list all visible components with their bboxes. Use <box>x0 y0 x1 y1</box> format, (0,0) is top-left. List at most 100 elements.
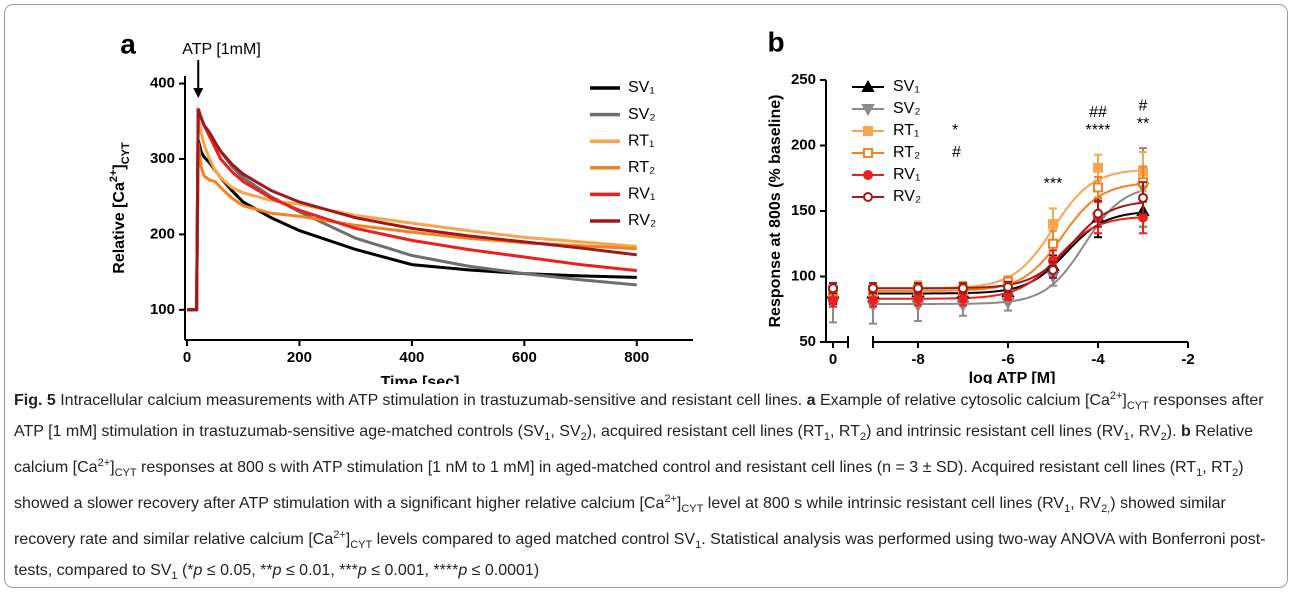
panel-label: b <box>767 26 784 57</box>
caption-text: 2 <box>1160 431 1167 443</box>
caption-text: responses after ATP [1 mM] stimulation i… <box>14 392 1264 440</box>
data-point <box>863 170 873 180</box>
data-point <box>1093 182 1103 193</box>
x-tick-label: 600 <box>512 349 537 366</box>
y-tick-label: 400 <box>150 75 175 92</box>
x-tick-label: 0 <box>183 349 191 366</box>
caption-text: ≤ 0.0001) <box>467 562 540 579</box>
caption-text: 2, <box>1101 503 1111 515</box>
legend-label: RT₁ <box>628 132 654 149</box>
caption-text: ≤ 0.05, ** <box>202 562 273 579</box>
data-line <box>187 109 637 312</box>
data-point <box>1048 219 1058 230</box>
data-point <box>913 293 923 304</box>
significance-label: *** <box>1044 176 1063 193</box>
caption-text: (* <box>177 562 194 579</box>
y-tick-label: 150 <box>791 202 816 219</box>
caption-text: 1 <box>171 570 178 582</box>
data-point <box>861 79 875 92</box>
caption-text: responses at 800 s with ATP stimulation … <box>136 459 1197 476</box>
caption-text: a <box>806 392 816 409</box>
x-tick-label: 200 <box>287 349 312 366</box>
caption-text: , RT <box>1202 459 1233 476</box>
y-tick-label: 100 <box>791 267 816 284</box>
data-point <box>863 126 873 136</box>
caption-text: 2+ <box>333 529 346 541</box>
caption-text: 1 <box>823 431 831 443</box>
caption-text: , RV <box>1129 423 1161 440</box>
caption-text: 2 <box>580 431 587 443</box>
data-point <box>868 283 878 294</box>
caption-text: ), acquired resistant cell lines (RT <box>586 423 824 440</box>
x-tick-label: 400 <box>399 349 424 366</box>
caption-text: 2+ <box>664 493 677 505</box>
significance-label: ** <box>1137 115 1149 132</box>
caption-text: CYT <box>114 467 137 479</box>
legend-label: SV₂ <box>893 100 921 117</box>
x-tick-label: -6 <box>1001 351 1014 368</box>
data-point <box>868 295 878 306</box>
legend-note: * <box>952 122 958 139</box>
axis-label-part: 2+ <box>108 170 120 183</box>
x-axis-label: Time [sec] <box>381 374 460 384</box>
caption-text: Relative calcium [Ca <box>14 423 1253 476</box>
y-axis-label: Response at 800s (% baseline) <box>767 95 784 328</box>
legend-label: SV₂ <box>628 106 656 123</box>
x-axis-label: log ATP [M] <box>969 370 1056 384</box>
x-tick-label: -2 <box>1181 351 1194 368</box>
significance-label: # <box>1139 97 1148 114</box>
axis-label-part: ] <box>111 164 128 169</box>
data-point <box>913 283 923 294</box>
significance-label: **** <box>1086 122 1111 139</box>
annotation: ATP [1mM] <box>182 41 261 58</box>
legend-label: RT₂ <box>893 144 920 161</box>
data-line <box>187 106 637 312</box>
data-line <box>187 142 637 312</box>
legend-label: RV₁ <box>893 166 920 183</box>
data-point <box>1048 238 1058 249</box>
data-point <box>958 293 968 304</box>
x-tick-label: -4 <box>1091 351 1105 368</box>
caption-text: . Statistical analysis was performed usi… <box>14 531 1266 579</box>
caption-text: CYT <box>350 539 373 551</box>
data-point <box>958 283 968 294</box>
caption-text: 1 <box>695 539 702 551</box>
data-point <box>1093 208 1103 219</box>
caption-text: p <box>193 562 203 579</box>
caption-text: 1 <box>1196 467 1203 479</box>
data-point <box>863 148 873 158</box>
legend-label: RT₂ <box>628 159 655 176</box>
legend-label: SV₁ <box>628 79 655 96</box>
data-point <box>1093 162 1103 173</box>
caption-text: ] <box>110 459 115 476</box>
x-tick-label: 800 <box>624 349 649 366</box>
significance-label: ## <box>1089 104 1107 121</box>
caption-text: CYT <box>681 503 704 515</box>
caption-text: ). <box>1166 423 1181 440</box>
caption-text: p <box>458 562 468 579</box>
caption-text: 2 <box>1232 467 1239 479</box>
caption-text: Example of relative cytosolic calcium [C… <box>815 392 1110 409</box>
y-tick-label: 200 <box>150 225 175 242</box>
data-point <box>828 295 838 306</box>
x-tick-label: 0 <box>829 351 837 368</box>
figure-charts: a 0 200 400 600 800 100 200 300 400 Time [sec] Rela… <box>108 26 1195 384</box>
caption-text: CYT <box>1126 400 1149 412</box>
caption-text: 1 <box>1123 431 1130 443</box>
caption-text: b <box>1180 423 1191 440</box>
axis-label-part: CYT <box>120 142 132 164</box>
caption-text: ≤ 0.001, **** <box>366 562 459 579</box>
caption-text: ] <box>345 531 351 548</box>
caption-text: 2 <box>859 431 867 443</box>
caption-text: ) showed similar recovery rate and simil… <box>14 495 1226 548</box>
caption-text: ≤ 0.01, *** <box>281 562 358 579</box>
y-tick-label: 50 <box>799 333 816 350</box>
caption-text: , RV <box>1070 495 1102 512</box>
legend-label: SV₁ <box>893 78 920 95</box>
axis-label-part: Relative [Ca <box>111 182 128 274</box>
y-tick-label: 100 <box>150 301 175 318</box>
data-line <box>187 117 637 312</box>
caption-text: 1 <box>544 431 551 443</box>
data-point <box>863 192 873 202</box>
panel-label: a <box>120 28 136 59</box>
